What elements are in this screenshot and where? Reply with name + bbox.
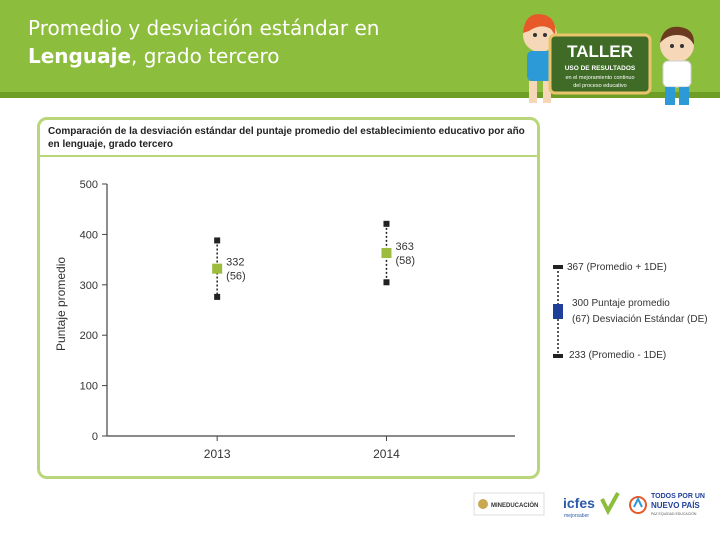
gov-line3: PAZ EQUIDAD EDUCACIÓN — [651, 511, 697, 516]
mineducacion-logo: MINEDUCACIÓN — [473, 492, 545, 516]
girl-illustration-icon — [523, 14, 557, 103]
legend-lower-tick — [553, 354, 563, 358]
banner-line1: USO DE RESULTADOS — [565, 65, 636, 72]
banner-word: TALLER — [567, 42, 633, 61]
icfes-sub-label: mejorsaber — [564, 513, 589, 519]
boy-illustration-icon — [660, 26, 695, 105]
footer-logos: MINEDUCACIÓN icfes mejorsaber TODOS POR … — [473, 492, 705, 519]
slide-title-rest: , grado tercero — [131, 44, 280, 68]
chart-title: Comparación de la desviación estándar de… — [48, 126, 525, 150]
banner-line3: del proceso educativo — [573, 83, 627, 89]
chart-title-divider — [40, 155, 537, 157]
slide-title-line1: Promedio y desviación estándar en — [28, 16, 380, 40]
taller-logo: TALLER USO DE RESULTADOS en el mejoramie… — [523, 14, 695, 105]
gov-line2: NUEVO PAÍS — [651, 501, 700, 510]
legend-upper-label: 367 (Promedio + 1DE) — [567, 262, 667, 273]
legend-mean-marker — [553, 304, 563, 319]
legend-mean-label: 300 Puntaje promedio — [572, 298, 670, 309]
slide-title: Promedio y desviación estándar en Lengua… — [28, 14, 379, 70]
board-icon: TALLER USO DE RESULTADOS en el mejoramie… — [548, 33, 652, 95]
y-axis-label: Puntaje promedio — [54, 256, 68, 352]
chart-panel — [37, 117, 540, 479]
slide-title-subject: Lenguaje — [28, 44, 132, 68]
legend-upper-tick — [553, 265, 563, 269]
header-stripe — [0, 92, 720, 98]
check-icon — [600, 492, 620, 516]
ministry-label: MINEDUCACIÓN — [491, 501, 538, 509]
icfes-label: icfes — [563, 495, 595, 511]
chart-legend — [553, 265, 563, 358]
legend-lower-label: 233 (Promedio - 1DE) — [569, 350, 667, 361]
gov-line1: TODOS POR UN — [651, 493, 705, 500]
legend-sd-label: (67) Desviación Estándar (DE) — [572, 314, 708, 325]
banner-line2: en el mejoramiento continuo — [565, 75, 634, 81]
icfes-logo: icfes mejorsaber — [563, 492, 620, 519]
gobierno-logo: TODOS POR UN NUEVO PAÍS PAZ EQUIDAD EDUC… — [629, 493, 705, 516]
